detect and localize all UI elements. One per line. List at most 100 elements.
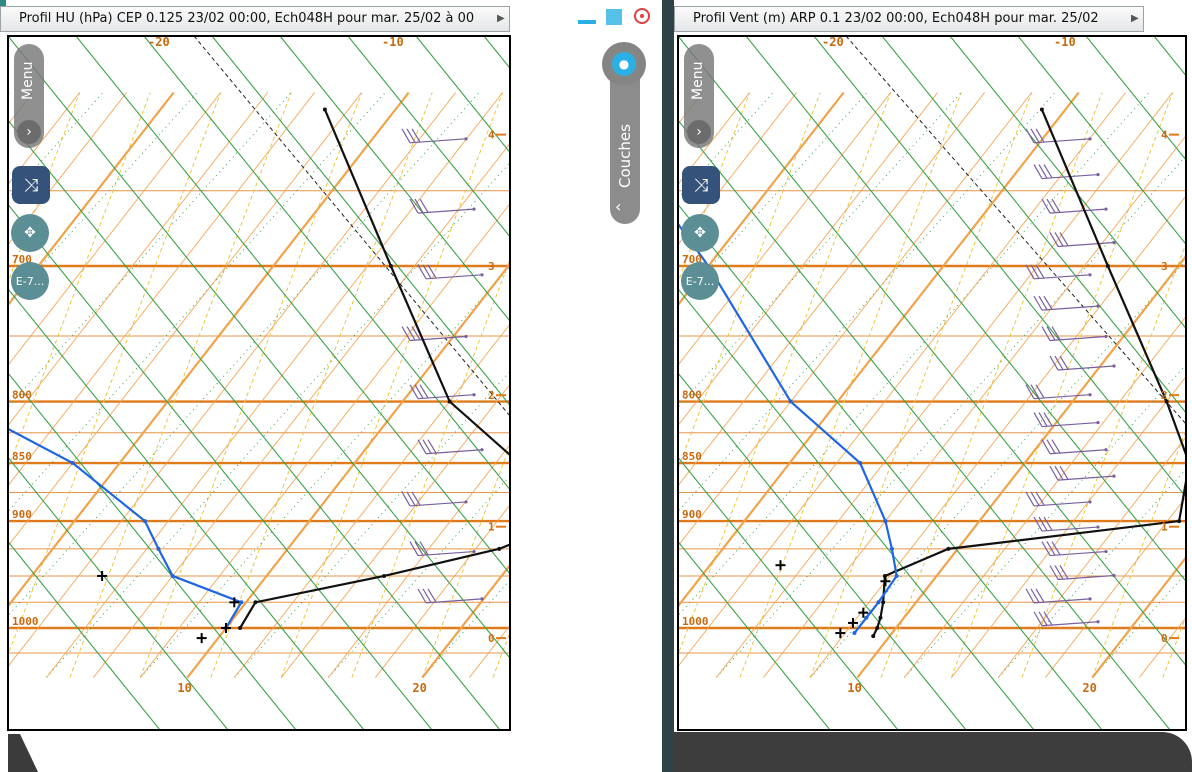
- pressure-label: 1000: [682, 615, 709, 628]
- isotherm-line: [8, 92, 363, 547]
- plot-frame: [7, 35, 511, 731]
- layers-label: Couches: [616, 124, 634, 188]
- plus-marker: [775, 560, 786, 571]
- plus-marker: [880, 576, 891, 587]
- pressure-label: 800: [12, 389, 32, 402]
- menu-tab[interactable]: Menu ›: [14, 44, 44, 148]
- wind-barb: [1025, 128, 1092, 144]
- dry-adiabat-line: [1017, 36, 1186, 246]
- isotherm-line: [92, 142, 510, 678]
- crossing-arrows-icon: ⤨: [693, 174, 709, 196]
- maximize-button[interactable]: [606, 9, 622, 25]
- dry-adiabat-line: [745, 36, 1186, 583]
- wind-barb: [401, 326, 468, 342]
- window-separator: [662, 0, 674, 772]
- pressure-label: 1000: [12, 615, 39, 628]
- isotherm-line: [903, 315, 1186, 678]
- plot-frame: [677, 35, 1187, 731]
- layers-panel[interactable]: ● Couches ‹: [602, 42, 646, 224]
- title-scroll-arrow-icon[interactable]: ▶: [497, 13, 505, 24]
- layers-knob[interactable]: ●: [602, 42, 646, 86]
- profile-point: [156, 546, 161, 551]
- profile-point: [517, 461, 521, 465]
- dry-adiabat-line: [75, 36, 510, 575]
- isotherm-line: [8, 91, 410, 608]
- title-scroll-arrow-icon[interactable]: ▶: [1131, 13, 1139, 24]
- menu-tab[interactable]: Menu ›: [684, 44, 714, 148]
- x-top-tick-label: -20: [822, 35, 844, 49]
- profile-point: [894, 573, 899, 578]
- station-badge[interactable]: E-7...: [681, 262, 719, 300]
- isotherm-line: [421, 563, 510, 679]
- isotherm-line: [327, 443, 510, 678]
- isotherm-line: [678, 92, 892, 366]
- isotherm-line: [139, 202, 510, 678]
- dry-adiabat-line: [949, 36, 1186, 330]
- profile-point: [322, 107, 327, 112]
- profile-point: [382, 573, 387, 578]
- minimize-button[interactable]: [578, 20, 596, 24]
- wind-barb: [401, 128, 468, 144]
- swap-button[interactable]: ⤨: [12, 166, 50, 204]
- altitude-label: 1: [488, 521, 495, 534]
- plot-area: [678, 36, 1186, 730]
- mixing-ratio-line: [809, 92, 1033, 678]
- menu-label: Menu: [690, 61, 706, 101]
- right-titlebar[interactable]: Profil Vent (m) ARP 0.1 23/02 00:00, Ech…: [674, 6, 1144, 32]
- dry-adiabat-line: [678, 287, 1035, 730]
- altitude-label: 0: [1161, 632, 1168, 645]
- swap-button[interactable]: ⤨: [682, 166, 720, 204]
- isotherm-line: [516, 92, 662, 677]
- profile-point: [238, 626, 243, 630]
- altitude-label: 3: [488, 260, 495, 273]
- plot-area: [8, 36, 662, 730]
- pan-control[interactable]: ✥: [681, 214, 719, 252]
- station-badge-label: E-7...: [15, 274, 45, 288]
- mixing-ratio-line: [739, 92, 962, 678]
- isotherm-line: [374, 504, 510, 678]
- isotherm-line: [678, 92, 1033, 547]
- mixing-ratio-line: [678, 92, 892, 657]
- isotherm-line: [678, 92, 939, 427]
- pan-control[interactable]: ✥: [11, 214, 49, 252]
- plus-marker: [97, 570, 108, 581]
- chevron-right-icon: ›: [687, 120, 711, 144]
- mixing-ratio-line: [678, 92, 821, 470]
- profile-point: [878, 615, 883, 620]
- profile-point: [876, 600, 881, 605]
- mixing-ratio-line: [880, 92, 1103, 678]
- saturated-adiabat-line: [716, 155, 1186, 678]
- wind-barb: [1041, 541, 1108, 557]
- isotherm-line: [1091, 555, 1186, 679]
- altitude-label: 2: [1161, 389, 1168, 402]
- altitude-label: 4: [488, 129, 495, 142]
- isotherm-line: [280, 383, 510, 678]
- isotherm-line: [762, 134, 1186, 678]
- station-badge[interactable]: E-7...: [11, 262, 49, 300]
- wind-barb: [417, 439, 484, 455]
- profile-point: [864, 615, 869, 620]
- isotherm-line: [950, 375, 1186, 678]
- profile-point: [883, 519, 888, 524]
- x-top-tick-label: -10: [382, 35, 404, 49]
- isotherm-line: [678, 91, 845, 307]
- profile-point: [447, 399, 452, 404]
- dry-adiabat-line: [678, 372, 967, 730]
- isotherm-line: [8, 92, 457, 668]
- profile-point: [881, 600, 886, 605]
- menu-label: Menu: [20, 61, 36, 101]
- profile-point: [497, 546, 502, 551]
- left-titlebar[interactable]: Profil HU (hPa) CEP 0.125 23/02 00:00, E…: [0, 6, 510, 32]
- chevron-right-icon: ›: [17, 120, 41, 144]
- wind-barb: [1025, 588, 1092, 604]
- profile-point: [566, 519, 570, 523]
- close-button[interactable]: [634, 8, 650, 24]
- wind-barb: [1041, 198, 1108, 214]
- pressure-label: 800: [682, 389, 702, 402]
- profile-point: [1039, 107, 1044, 112]
- dry-adiabat-line: [8, 540, 161, 730]
- saturated-adiabat-line: [904, 364, 1186, 678]
- profile-point: [142, 519, 147, 524]
